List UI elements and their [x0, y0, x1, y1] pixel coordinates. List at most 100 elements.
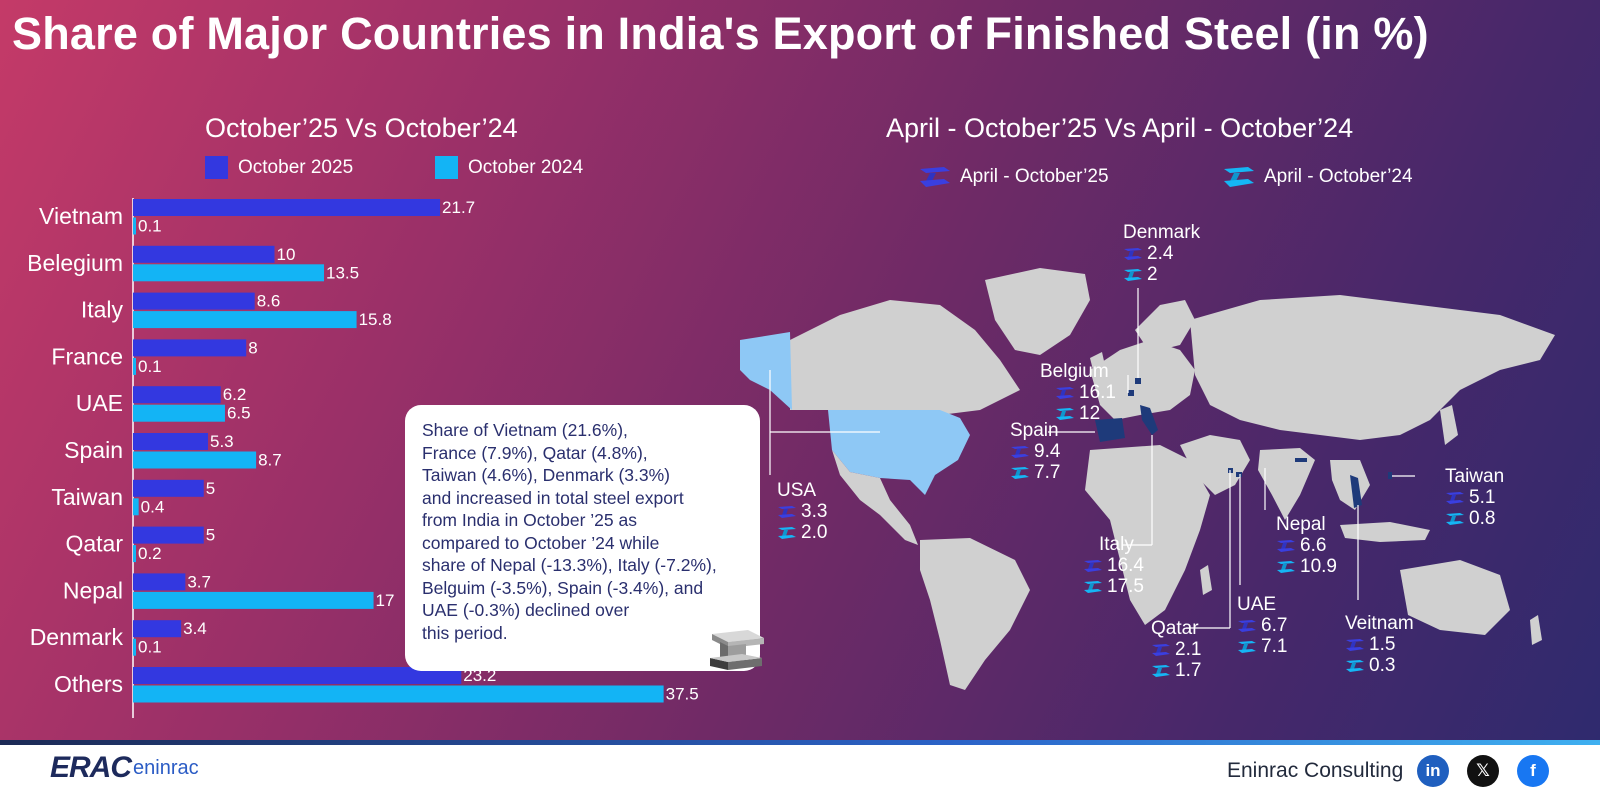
map-usa: [828, 410, 970, 495]
bar-october-2024: [133, 685, 664, 703]
map-spain: [1095, 418, 1125, 442]
map-taiwan: [1388, 472, 1392, 479]
bar-value-label: 0.2: [138, 544, 162, 563]
map-label-spain: Spain 9.4 7.7: [1010, 420, 1060, 484]
map-country-name: Taiwan: [1445, 466, 1505, 487]
steel-beam-icon-light: [1056, 407, 1074, 420]
map-middle-east: [1180, 435, 1250, 495]
map-alaska: [740, 332, 792, 410]
linkedin-glyph: in: [1425, 761, 1441, 780]
bar-chart: Vietnam 21.7 0.1 Belegium 10 13.5 Italy 8.6 15.8…: [27, 198, 699, 718]
steel-beam-icon-dark: [1446, 491, 1464, 504]
map-country-name: Denmark: [1123, 222, 1201, 243]
legend-label: April - October’25: [960, 166, 1109, 187]
map-denmark: [1135, 378, 1141, 384]
map-asia: [1190, 295, 1555, 440]
map-country-name: Spain: [1010, 420, 1059, 441]
footer-accent-band: [0, 740, 1600, 745]
category-label: Vietnam: [39, 203, 123, 229]
bar-value-label: 6.5: [227, 404, 251, 423]
steel-beam-icon-light: [1124, 268, 1142, 281]
map-japan: [1440, 405, 1458, 445]
bar-october-2025: [133, 245, 275, 263]
facebook-icon[interactable]: f: [1517, 755, 1549, 787]
steel-beam-icon-dark: [1277, 539, 1295, 552]
steel-beam-icon-dark: [1152, 643, 1170, 656]
map-belgium: [1128, 390, 1134, 396]
map-label-italy: Italy 16.4 17.5: [1083, 535, 1144, 597]
map-value-25: 6.6: [1300, 535, 1327, 556]
map-label-qatar: Qatar 2.1 1.7: [1151, 619, 1202, 682]
x-twitter-icon[interactable]: 𝕏: [1467, 755, 1499, 787]
steel-beam-icon-light: [1224, 167, 1254, 187]
left-panel-subtitle: October’25 Vs October’24: [205, 113, 518, 143]
bar-october-2025: [133, 199, 441, 216]
steel-beam-icon-light: [1238, 640, 1256, 653]
map-mexico: [832, 450, 918, 545]
category-label: Belegium: [27, 250, 123, 276]
map-australia: [1400, 560, 1510, 635]
bar-october-2025: [133, 573, 186, 591]
map-value-24: 17.5: [1107, 576, 1144, 597]
logo-wordmark: eninrac: [133, 756, 199, 779]
map-value-25: 16.4: [1107, 555, 1144, 576]
map-value-24: 2.0: [801, 522, 828, 543]
steel-beam-icon-dark: [1011, 445, 1029, 458]
map-label-taiwan: Taiwan 5.1 0.8: [1445, 466, 1505, 530]
map-leader-lines: [769, 288, 1415, 629]
bar-october-2024: [133, 545, 136, 563]
map-vietnam: [1350, 475, 1362, 508]
map-label-usa: USA 3.3 2.0: [777, 481, 828, 544]
map-value-24: 10.9: [1300, 556, 1337, 577]
bar-october-2024: [133, 264, 325, 282]
bar-value-label: 0.1: [138, 357, 162, 376]
map-value-25: 3.3: [801, 501, 828, 522]
bar-value-label: 8.7: [258, 451, 282, 470]
bar-value-label: 6.2: [223, 385, 247, 404]
bar-october-2025: [133, 479, 204, 497]
map-nepal: [1295, 458, 1307, 462]
company-name: Eninrac Consulting: [1227, 759, 1404, 782]
bar-october-2025: [133, 386, 221, 404]
category-label: Denmark: [30, 624, 124, 650]
steel-beam-icon-light: [1152, 664, 1170, 677]
bar-value-label: 5: [206, 526, 215, 545]
bar-value-label: 0.4: [141, 497, 165, 516]
bar-october-2025: [133, 433, 208, 450]
bar-october-2025: [133, 339, 247, 357]
bar-value-label: 37.5: [666, 685, 699, 704]
facebook-glyph: f: [1530, 761, 1536, 780]
linkedin-icon[interactable]: in: [1417, 755, 1449, 787]
bar-value-label: 3.7: [187, 572, 211, 591]
legend-october-2024: October 2024: [435, 156, 583, 179]
steel-beam-icon-light: [1277, 560, 1295, 573]
map-scandinavia: [1135, 300, 1195, 350]
bar-october-2025: [133, 526, 204, 544]
map-value-24: 12: [1079, 403, 1101, 424]
map-country-name: Veitnam: [1345, 613, 1414, 634]
bar-value-label: 5: [206, 479, 215, 498]
map-value-25: 1.5: [1369, 634, 1396, 655]
legend-october-2025: October 2025: [205, 156, 353, 179]
bar-october-2024: [133, 357, 136, 375]
map-greenland: [985, 268, 1090, 355]
category-label: Spain: [64, 437, 123, 463]
legend-label: April - October’24: [1264, 166, 1413, 187]
category-label: Italy: [81, 297, 124, 323]
map-value-24: 1.7: [1175, 660, 1202, 681]
map-value-24: 0.8: [1469, 508, 1496, 529]
bar-october-2025: [133, 292, 255, 310]
logo-mark: ERAC: [50, 751, 132, 784]
map-canada: [790, 300, 1020, 415]
steel-beam-icon-dark: [778, 505, 796, 518]
map-south-america: [920, 538, 1030, 690]
map-africa: [1085, 445, 1210, 625]
map-uk: [1090, 352, 1106, 378]
bar-value-label: 15.8: [359, 310, 392, 329]
steel-beam-icon-light: [1446, 512, 1464, 525]
map-italy: [1140, 405, 1158, 435]
map-country-name: Nepal: [1276, 514, 1326, 535]
x-glyph: 𝕏: [1476, 761, 1490, 780]
bar-october-2024: [133, 638, 136, 656]
bar-value-label: 17: [376, 591, 395, 610]
